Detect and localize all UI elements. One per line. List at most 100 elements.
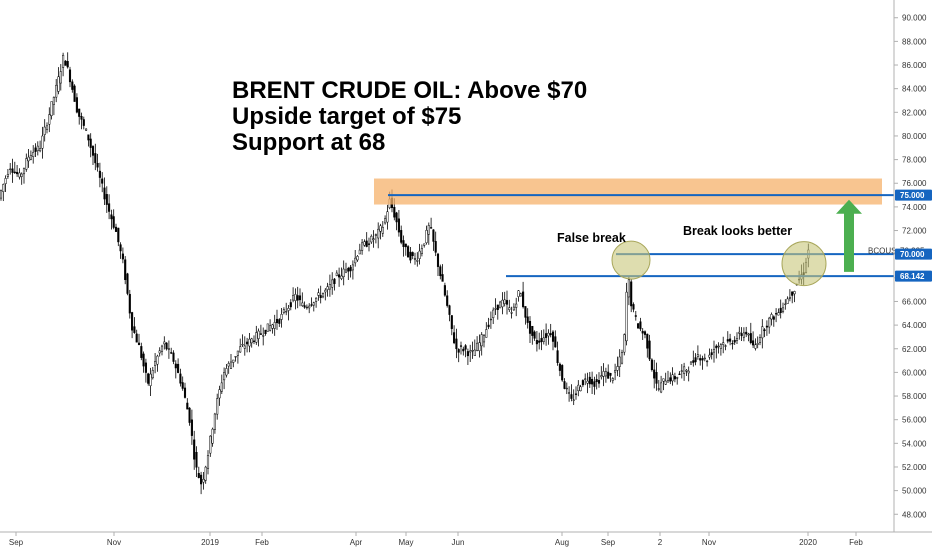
candle [400, 225, 403, 245]
candle [756, 336, 759, 349]
candle [170, 347, 173, 355]
candle [565, 382, 568, 395]
candle [183, 382, 187, 399]
candle [466, 348, 469, 366]
title-line-2: Upside target of $75 [232, 103, 461, 130]
candle [784, 299, 787, 310]
candle [772, 315, 775, 327]
y-tick-label: 82.000 [902, 108, 927, 117]
candle [163, 336, 166, 350]
y-tick-label: 64.000 [902, 321, 927, 330]
x-tick-label: May [398, 538, 413, 547]
price-tag-label: 68.142 [900, 272, 925, 281]
candle [471, 341, 474, 359]
candle [133, 317, 136, 334]
candle [416, 252, 419, 267]
candle [22, 167, 26, 184]
candle [591, 371, 594, 394]
candle [531, 325, 534, 345]
candle [43, 119, 46, 142]
candle [533, 330, 536, 341]
candle [218, 385, 221, 406]
candle [653, 359, 656, 389]
candle [671, 367, 674, 386]
candle [788, 289, 791, 302]
candle [639, 317, 642, 332]
candle [89, 133, 92, 158]
candle [55, 78, 58, 103]
candle [91, 145, 95, 165]
candle [29, 150, 32, 161]
candle [441, 264, 444, 282]
candle [193, 430, 196, 470]
price-tag-label: 70.000 [900, 250, 925, 259]
candle [526, 308, 529, 329]
candle [66, 52, 69, 69]
candle [52, 96, 55, 116]
candle [285, 302, 288, 316]
title-line-1: BRENT CRUDE OIL: Above $70 [232, 77, 587, 104]
candle [128, 289, 131, 319]
candle [719, 343, 722, 356]
candle [85, 128, 88, 131]
candle [110, 209, 113, 230]
x-tick-label: Sep [9, 538, 24, 547]
candle [216, 393, 219, 420]
candle [225, 363, 228, 378]
candle [158, 347, 161, 357]
candle [768, 316, 771, 334]
candle [0, 189, 3, 201]
candle [220, 374, 223, 395]
candle [94, 143, 97, 171]
candle [271, 323, 274, 334]
candle [101, 172, 104, 193]
candle [13, 161, 16, 175]
x-tick-label: Aug [555, 538, 569, 547]
candle [775, 308, 778, 323]
false-break-circle [611, 240, 651, 280]
candle [82, 116, 85, 130]
candle [712, 340, 716, 363]
candle [430, 217, 433, 229]
candle [4, 175, 7, 192]
candle [413, 252, 417, 265]
candle [326, 282, 329, 297]
candle [310, 297, 313, 307]
candle [407, 245, 410, 258]
candle [614, 363, 617, 381]
candle [328, 274, 331, 297]
candle [641, 328, 644, 340]
candle [448, 304, 451, 322]
candle [156, 354, 159, 372]
candle [443, 282, 446, 297]
candle [602, 363, 605, 387]
x-tick-label: 2019 [201, 538, 219, 547]
candle [494, 298, 497, 316]
candle [354, 249, 357, 267]
candle-series [0, 52, 810, 495]
candle [515, 297, 518, 317]
candle [361, 239, 364, 255]
candle [18, 168, 21, 180]
candle [551, 330, 555, 351]
candle [749, 322, 752, 345]
candle [683, 362, 686, 381]
candle [706, 359, 709, 367]
candle [630, 279, 633, 313]
candle [144, 358, 147, 383]
candle [604, 367, 607, 383]
candle [770, 312, 773, 326]
candle [73, 84, 76, 102]
candle [71, 79, 74, 93]
candle [761, 319, 764, 349]
candle [779, 299, 782, 319]
candle [16, 165, 19, 177]
candle [717, 342, 720, 354]
candle [710, 348, 713, 360]
candle [165, 342, 168, 351]
candle [112, 209, 115, 230]
candle [648, 334, 651, 361]
candle [324, 288, 327, 301]
overlay-layer: BCOUSD [374, 178, 902, 287]
candle [280, 308, 283, 328]
